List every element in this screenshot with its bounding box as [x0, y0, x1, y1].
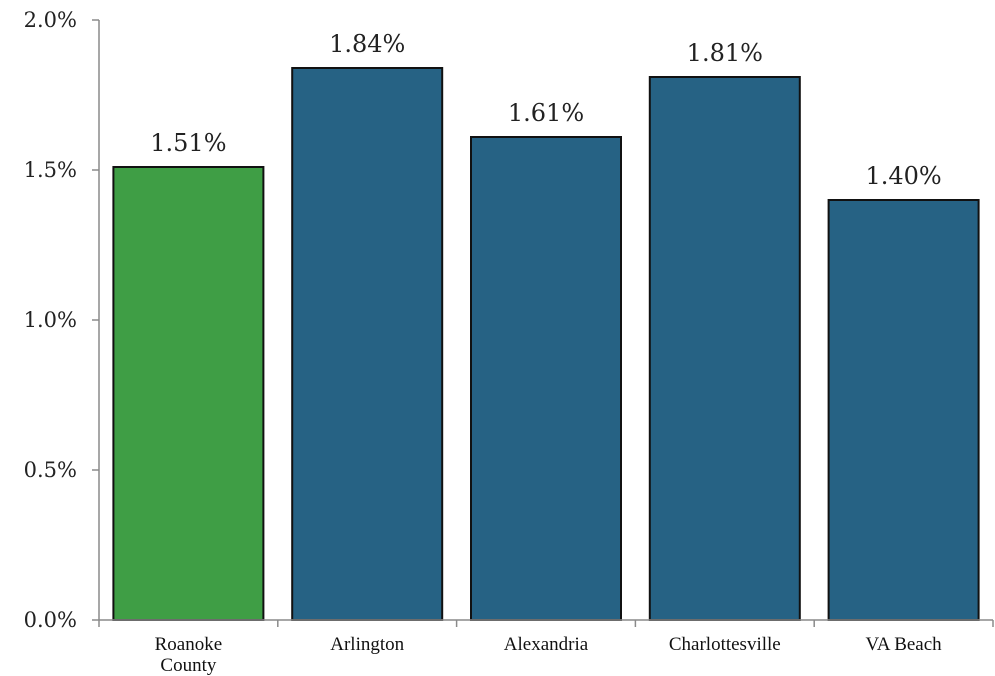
y-tick-label: 1.5%: [24, 158, 77, 182]
bars: [112, 67, 980, 621]
x-tick-label: VA Beach: [866, 634, 943, 655]
y-axis: 0.0% 0.5% 1.0% 1.5% 2.0%: [24, 8, 100, 632]
bar: [648, 76, 801, 621]
x-tick-label: Charlottesville: [669, 634, 781, 655]
data-label: 1.81%: [687, 39, 763, 67]
y-tick-label: 1.0%: [24, 308, 77, 332]
x-tick-label: Roanoke County: [155, 634, 223, 676]
bar: [112, 166, 265, 621]
y-tick-label: 0.5%: [24, 458, 77, 482]
x-axis: Roanoke County Arlington Alexandria Charlott…: [98, 619, 994, 676]
data-label: 1.84%: [329, 30, 405, 58]
x-tick-label: Arlington: [330, 634, 404, 655]
data-label: 1.51%: [150, 129, 226, 157]
x-tick-label: Alexandria: [504, 634, 589, 655]
bar: [291, 67, 444, 621]
y-tick-label: 2.0%: [24, 8, 77, 32]
y-tick-label: 0.0%: [24, 608, 77, 632]
data-label: 1.40%: [865, 162, 941, 190]
data-labels: 1.51% 1.84% 1.61% 1.81% 1.40%: [150, 30, 941, 190]
bar: [827, 199, 980, 621]
bar: [470, 136, 622, 621]
data-label: 1.61%: [508, 99, 584, 127]
